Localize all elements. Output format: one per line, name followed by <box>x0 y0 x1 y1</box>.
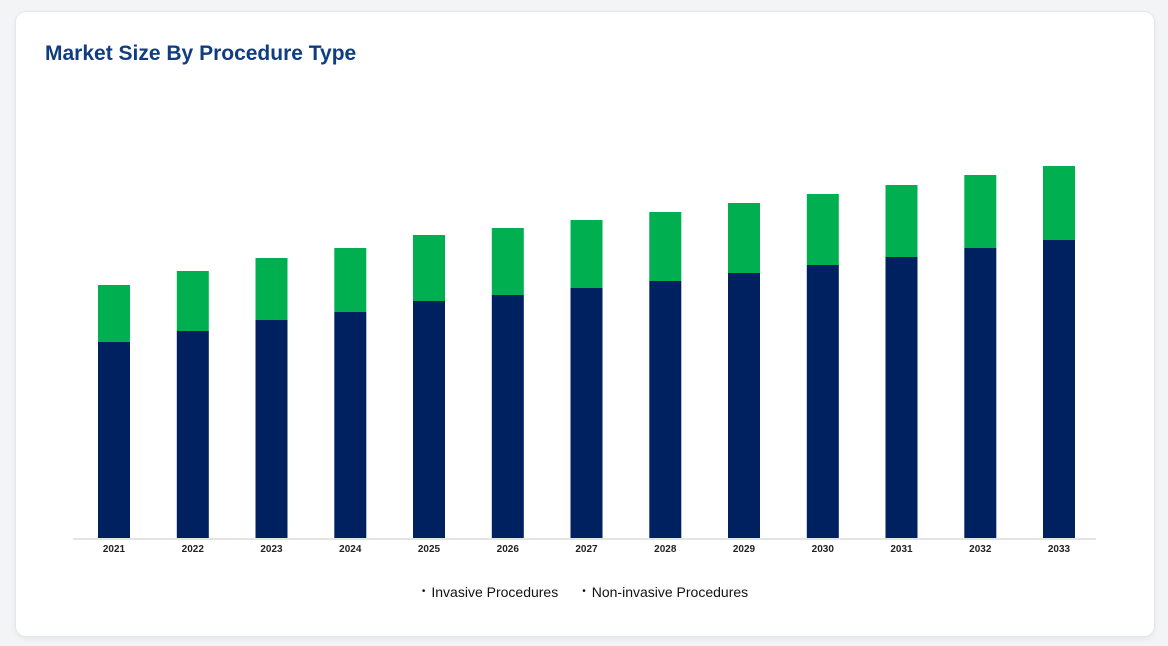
chart-card: Market Size By Procedure Type 2021 2022 20… <box>16 12 1154 636</box>
x-tick-label-2028: 2028 <box>654 544 677 555</box>
x-tick-label-2033: 2033 <box>1048 544 1071 555</box>
bar-segment-invasive-2032[interactable] <box>964 248 997 538</box>
bar-segment-invasive-2033[interactable] <box>1043 240 1075 538</box>
bar-segment-invasive-2022[interactable] <box>176 331 209 538</box>
bar-segment-invasive-2023[interactable] <box>255 320 288 538</box>
bar-segment-non-invasive-2029[interactable] <box>728 203 760 273</box>
bar-segment-non-invasive-2023[interactable] <box>255 258 288 320</box>
bar-segment-non-invasive-2031[interactable] <box>885 185 918 257</box>
bar-segment-invasive-2030[interactable] <box>806 265 839 538</box>
chart-title: Market Size By Procedure Type <box>45 42 357 65</box>
bar-segment-invasive-2025[interactable] <box>413 301 445 538</box>
x-tick-labels: 2021 2022 2023 2024 2025 2026 2027 2028 2029 2030… <box>103 544 1071 555</box>
bar-segment-invasive-2021[interactable] <box>98 342 130 538</box>
bar-segment-non-invasive-2032[interactable] <box>964 175 997 248</box>
bar-segment-non-invasive-2027[interactable] <box>570 220 603 288</box>
bars-layer <box>98 166 1075 538</box>
bar-segment-invasive-2031[interactable] <box>885 257 918 538</box>
x-tick-label-2026: 2026 <box>497 544 520 555</box>
legend: • Invasive Procedures • Non-invasive Pro… <box>16 584 1154 600</box>
bar-segment-non-invasive-2030[interactable] <box>806 194 839 265</box>
bar-segment-non-invasive-2024[interactable] <box>334 248 367 312</box>
bar-segment-non-invasive-2022[interactable] <box>176 271 209 331</box>
bar-segment-non-invasive-2021[interactable] <box>98 285 130 342</box>
bar-segment-non-invasive-2026[interactable] <box>491 228 524 295</box>
x-tick-label-2030: 2030 <box>812 544 835 555</box>
bar-segment-non-invasive-2033[interactable] <box>1043 166 1075 240</box>
bar-segment-non-invasive-2025[interactable] <box>413 235 445 301</box>
bar-segment-invasive-2029[interactable] <box>728 273 760 538</box>
x-tick-label-2025: 2025 <box>418 544 441 555</box>
bar-segment-invasive-2026[interactable] <box>491 295 524 538</box>
x-tick-label-2031: 2031 <box>890 544 913 555</box>
stacked-bar-chart: 2021 2022 2023 2024 2025 2026 2027 2028 2029 2030… <box>73 166 1096 555</box>
bar-segment-non-invasive-2028[interactable] <box>649 212 682 281</box>
legend-bullet-icon: • <box>582 586 586 597</box>
legend-label-non-invasive: Non-invasive Procedures <box>591 584 749 600</box>
x-tick-label-2021: 2021 <box>103 544 126 555</box>
x-tick-label-2032: 2032 <box>969 544 992 555</box>
x-tick-label-2027: 2027 <box>575 544 598 555</box>
x-tick-label-2024: 2024 <box>339 544 362 555</box>
bar-segment-invasive-2028[interactable] <box>649 281 682 538</box>
legend-label-invasive: Invasive Procedures <box>431 584 559 600</box>
bar-segment-invasive-2024[interactable] <box>334 312 367 538</box>
legend-item-non-invasive[interactable]: • Non-invasive Procedures <box>582 584 748 600</box>
legend-item-invasive[interactable]: • Invasive Procedures <box>422 584 558 600</box>
x-tick-label-2023: 2023 <box>260 544 283 555</box>
legend-bullet-icon: • <box>421 586 426 597</box>
x-tick-label-2022: 2022 <box>182 544 205 555</box>
bar-segment-invasive-2027[interactable] <box>570 288 603 538</box>
x-tick-label-2029: 2029 <box>733 544 756 555</box>
